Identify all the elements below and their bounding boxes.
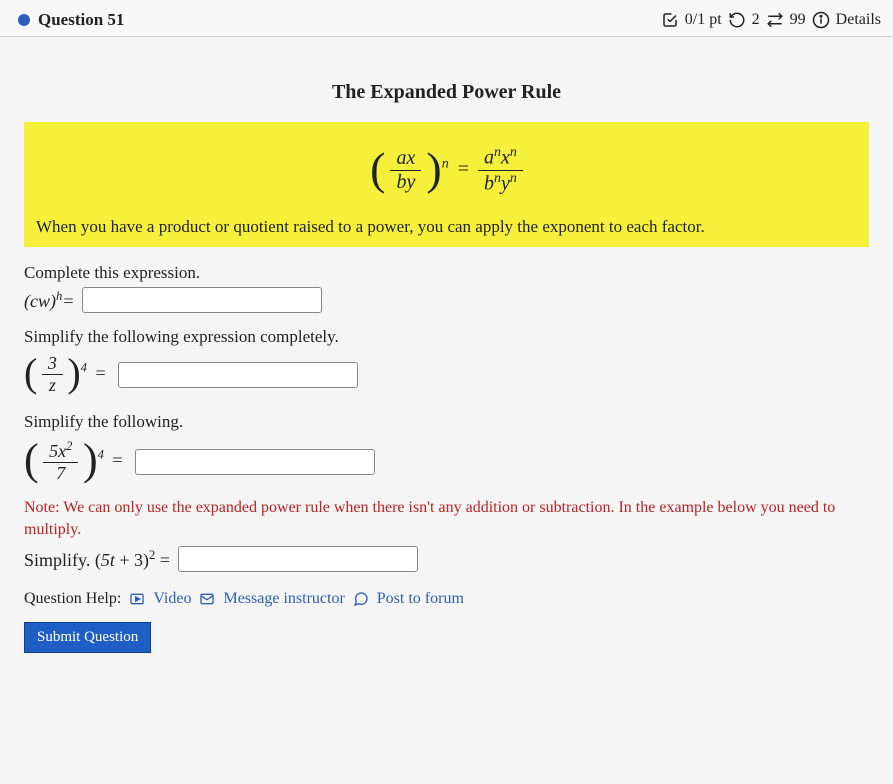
q3-row: ( 5x2 7 )4 =	[24, 436, 869, 487]
formula-left-den: by	[390, 171, 421, 194]
expanded-power-formula: ( ax by )n = anxn bnyn	[34, 134, 859, 213]
q2-answer-input[interactable]	[118, 362, 358, 388]
q3-lhs: ( 5x2 7 )4 =	[24, 436, 127, 487]
submit-button[interactable]: Submit Question	[24, 622, 151, 653]
q1-prompt: Complete this expression.	[24, 263, 869, 283]
q3-answer-input[interactable]	[135, 449, 375, 475]
formula-right-num: anxn	[478, 145, 523, 171]
q1-row: (cw)h=	[24, 287, 869, 313]
question-label-group: Question 51	[18, 10, 124, 30]
q2-prompt: Simplify the following expression comple…	[24, 327, 869, 347]
formula-right-den: bnyn	[478, 171, 523, 196]
rule-description: When you have a product or quotient rais…	[34, 213, 859, 237]
message-instructor-link[interactable]: Message instructor	[223, 590, 344, 608]
video-link[interactable]: Video	[153, 590, 191, 608]
retries-count: 2	[752, 11, 760, 29]
chat-icon	[353, 591, 369, 607]
shuffle-icon	[766, 11, 784, 29]
details-button[interactable]: Details	[836, 11, 881, 29]
info-icon	[812, 11, 830, 29]
q1-lhs: (cw)h=	[24, 289, 74, 312]
highlight-box: ( ax by )n = anxn bnyn When you have a p…	[24, 122, 869, 247]
q2-row: ( 3 z )4 =	[24, 351, 869, 398]
q4-answer-input[interactable]	[178, 546, 418, 572]
question-body: The Expanded Power Rule ( ax by )n = anx…	[0, 37, 893, 675]
attempts-count: 99	[790, 11, 806, 29]
post-forum-link[interactable]: Post to forum	[377, 590, 464, 608]
rule-title: The Expanded Power Rule	[24, 81, 869, 104]
note-text: Note: We can only use the expanded power…	[24, 497, 869, 540]
mail-icon	[199, 591, 215, 607]
q1-answer-input[interactable]	[82, 287, 322, 313]
q2-lhs: ( 3 z )4 =	[24, 351, 110, 398]
help-row: Question Help: Video Message instructor …	[24, 590, 869, 608]
formula-left-num: ax	[390, 147, 421, 171]
q4-lhs: Simplify. (5t + 3)2 =	[24, 548, 170, 571]
score-bar: 0/1 pt 2 99 Details	[661, 11, 881, 29]
help-label: Question Help:	[24, 590, 121, 608]
question-header: Question 51 0/1 pt 2 99 Details	[0, 0, 893, 37]
q4-row: Simplify. (5t + 3)2 =	[24, 546, 869, 572]
q3-prompt: Simplify the following.	[24, 412, 869, 432]
video-icon	[129, 591, 145, 607]
score-text: 0/1 pt	[685, 11, 722, 29]
status-bullet-icon	[18, 14, 30, 26]
retry-icon	[728, 11, 746, 29]
checkbox-icon	[661, 11, 679, 29]
question-number: Question 51	[38, 10, 124, 30]
formula-outer-exp: n	[442, 156, 449, 171]
